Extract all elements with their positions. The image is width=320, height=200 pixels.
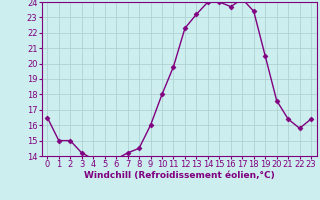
X-axis label: Windchill (Refroidissement éolien,°C): Windchill (Refroidissement éolien,°C): [84, 171, 275, 180]
